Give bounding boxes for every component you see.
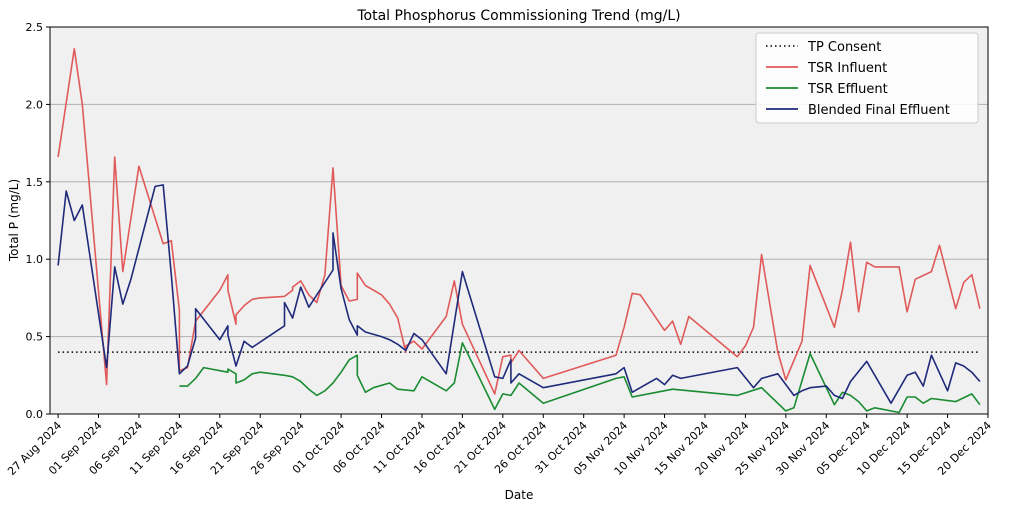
y-tick-label: 2.0 [26,98,44,111]
series-line-tsr-influent [57,47,981,395]
series-layer [57,47,981,414]
series-line-tsr-effluent [179,341,981,414]
chart-title: Total Phosphorus Commissioning Trend (mg… [356,8,680,24]
series-line-blended-final-effluent [57,184,981,405]
y-tick-label: 1.5 [26,176,44,189]
y-axis: 0.0 0.5 1.0 1.5 2.0 2.5 [26,21,50,421]
legend-label: Blended Final Effluent [808,103,950,118]
y-tick-label: 2.5 [26,21,44,34]
y-tick-label: 0.0 [26,408,44,421]
x-axis-label: Date [505,488,534,502]
y-tick-label: 1.0 [26,253,44,266]
legend-label: TP Consent [807,40,881,55]
y-axis-label: Total P (mg/L) [7,179,21,262]
legend-box [755,32,979,124]
legend-label: TSR Influent [807,61,887,76]
y-tick-label: 0.5 [26,331,44,344]
legend-label: TSR Effluent [807,82,888,97]
legend: TP Consent TSR Influent TSR Effluent Blende… [755,32,979,124]
plot-frame [49,26,989,415]
